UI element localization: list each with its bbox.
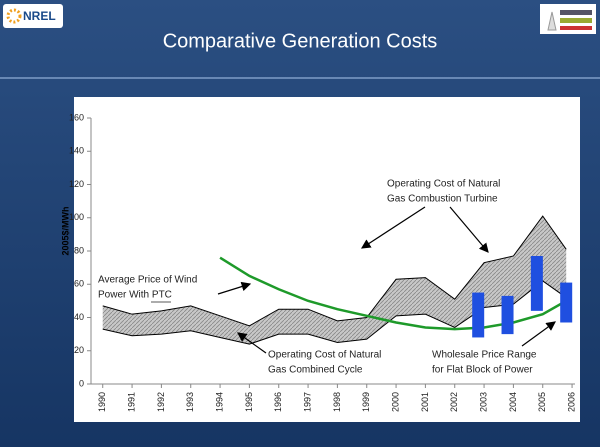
x-tick-label: 1991	[126, 392, 136, 412]
annotation: Operating Cost of Natural	[387, 179, 500, 190]
x-tick-label: 2004	[508, 392, 518, 412]
x-tick-label: 1992	[156, 392, 166, 412]
y-tick-label: 140	[69, 146, 84, 156]
x-tick-label: 1998	[332, 392, 342, 412]
annotation: Average Price of Wind	[98, 275, 197, 286]
arrow	[360, 206, 426, 249]
x-tick-label: 1997	[302, 392, 312, 412]
y-tick-label: 120	[69, 179, 84, 189]
band-lower-line	[102, 280, 567, 345]
band-upper-line	[102, 215, 567, 327]
wholesale-range	[530, 255, 543, 311]
logo-text: NREL	[23, 9, 56, 23]
y-tick-label: 0	[79, 378, 84, 388]
x-tick-label: 2002	[449, 392, 459, 412]
logo-icon	[560, 26, 592, 30]
logo-icon	[560, 18, 592, 23]
x-tick-label: 2001	[420, 392, 430, 412]
wholesale-range	[560, 282, 573, 323]
arrow	[237, 332, 267, 354]
annotation: Wholesale Price Range	[432, 350, 537, 361]
y-tick-label: 20	[74, 345, 84, 355]
y-tick-label: 100	[69, 212, 84, 222]
arrow	[449, 206, 489, 253]
y-tick-label: 160	[69, 112, 84, 122]
wholesale-range	[501, 295, 514, 335]
arrow	[521, 321, 556, 347]
y-tick-label: 80	[74, 245, 84, 255]
slide-title: Comparative Generation Costs	[163, 30, 438, 52]
x-tick-label: 1995	[244, 392, 254, 412]
cost-band	[102, 216, 567, 345]
x-tick-label: 2000	[390, 392, 400, 412]
x-tick-label: 2006	[566, 392, 576, 412]
arrow	[217, 281, 252, 295]
x-tick-label: 2003	[478, 392, 488, 412]
wholesale-range	[472, 292, 485, 338]
annotation: Operating Cost of Natural	[268, 350, 381, 361]
x-tick-label: 1994	[214, 392, 224, 412]
annotation: Gas Combustion Turbine	[387, 194, 498, 205]
annotation: Power With PTC	[98, 290, 172, 301]
annotation: for Flat Block of Power	[432, 365, 533, 376]
x-tick-label: 1993	[185, 392, 195, 412]
x-tick-label: 1999	[361, 392, 371, 412]
x-tick-label: 2005	[537, 392, 547, 412]
y-axis-label: 2005$/MWh	[60, 206, 70, 255]
logo-icon	[6, 8, 22, 24]
y-tick-label: 40	[74, 312, 84, 322]
logo-icon	[547, 11, 557, 31]
x-tick-label: 1996	[273, 392, 283, 412]
x-tick-label: 1990	[97, 392, 107, 412]
y-tick-label: 60	[74, 279, 84, 289]
annotation: Gas Combined Cycle	[268, 365, 363, 376]
logo-icon	[560, 10, 592, 15]
